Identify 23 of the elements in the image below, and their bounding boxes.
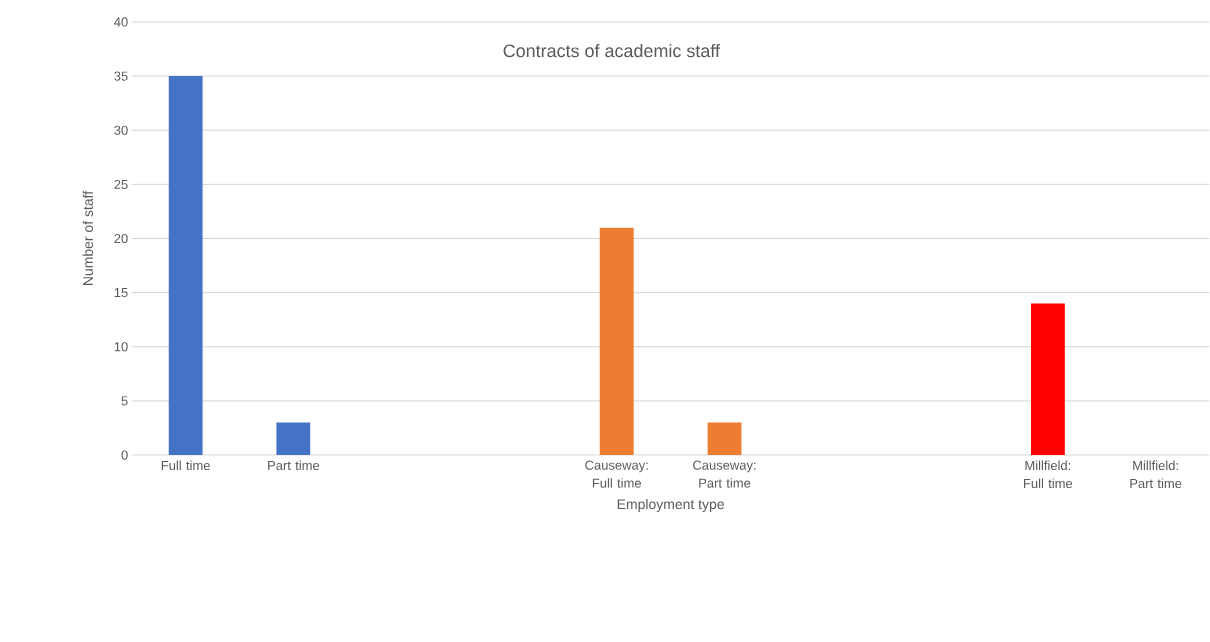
x-tick-label: Causeway: Full time [585,460,648,488]
x-tick-label: Millfield: Full time [1024,460,1073,489]
bar [599,227,634,456]
x-tick-label: Causeway: Part time [693,460,756,488]
x-tick-label: Part time [268,460,320,471]
bar [1030,303,1065,456]
y-tick-label: 10 [114,342,128,352]
text: Contracts of academic staff [503,44,721,58]
y-tick-label: 0 [121,450,128,460]
x-axis-title: Employment type [617,499,724,513]
y-tick-label: 35 [114,71,128,81]
y-tick-label: 25 [114,179,128,190]
y-tick-label: 30 [114,125,128,135]
y-axis-title: Number of staff [82,191,93,286]
bar [707,422,742,456]
bar [168,76,203,456]
y-tick-label: 5 [121,396,128,406]
x-tick-label: Millfield: Part time [1130,460,1182,489]
x-tick-label: Full time [161,460,210,471]
y-tick-label: 15 [114,288,128,298]
y-tick-label: 20 [114,234,128,244]
bar [276,422,311,456]
y-tick-label: 40 [114,17,128,27]
